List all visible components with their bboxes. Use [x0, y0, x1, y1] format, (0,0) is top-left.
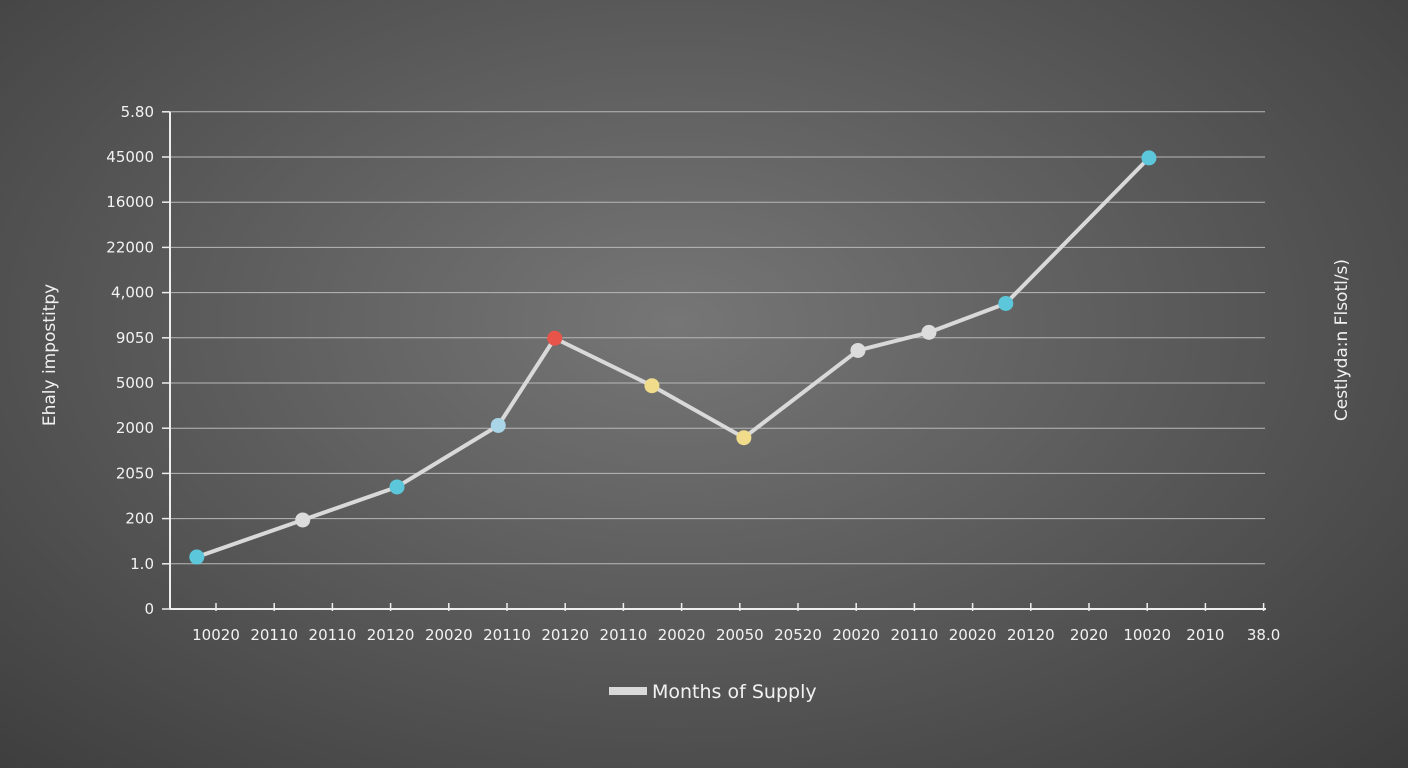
- data-point: [998, 295, 1014, 311]
- gridlines: [170, 111, 1265, 565]
- x-tick-label: 20110: [600, 626, 648, 644]
- y-axis-ticks: 0 1.0 200 2050 2000 5000 9050 4,000 22000 16000 45…: [106, 103, 170, 618]
- x-tick-label: 20110: [250, 626, 298, 644]
- data-point: [547, 330, 563, 346]
- x-tick-label: 20020: [832, 626, 880, 644]
- data-point: [490, 417, 506, 433]
- x-tick-label: 20120: [367, 626, 415, 644]
- series-line: [196, 156, 1151, 559]
- y-tick-label: 4,000: [111, 284, 154, 302]
- y-tick-label: 5.80: [121, 103, 154, 121]
- y-tick-label: 200: [125, 510, 154, 528]
- legend-swatch: [609, 687, 647, 695]
- data-point: [295, 512, 311, 528]
- y-tick-label: 22000: [106, 238, 154, 256]
- y-tick-label: 5000: [116, 374, 154, 392]
- data-point: [921, 324, 937, 340]
- x-tick-label: 10020: [192, 626, 240, 644]
- x-tick-label: 2020: [1070, 626, 1108, 644]
- data-point: [389, 479, 405, 495]
- data-point: [736, 430, 752, 446]
- x-tick-label: 20110: [483, 626, 531, 644]
- data-point: [1141, 150, 1157, 166]
- x-tick-label: 2010: [1186, 626, 1224, 644]
- x-tick-label: 20520: [774, 626, 822, 644]
- y-tick-label: 0: [144, 600, 154, 618]
- x-tick-label: 20020: [949, 626, 997, 644]
- legend: Months of Supply: [609, 681, 817, 703]
- y-tick-label: 2000: [116, 419, 154, 437]
- data-point: [850, 342, 866, 358]
- data-point: [189, 549, 205, 565]
- data-point: [644, 378, 660, 394]
- y-tick-label: 45000: [106, 148, 154, 166]
- x-axis-ticks: 10020 20110 20110 20120 20020 20110 20120 20110…: [192, 603, 1280, 644]
- legend-label: Months of Supply: [652, 681, 817, 703]
- y-axis-title-right: Cestlyda:n Flsotl/s): [1332, 259, 1352, 421]
- y-tick-label: 16000: [106, 193, 154, 211]
- x-tick-label: 20110: [891, 626, 939, 644]
- series-months-of-supply: [189, 150, 1157, 565]
- x-tick-label: 20020: [658, 626, 706, 644]
- y-tick-label: 2050: [116, 464, 154, 482]
- x-tick-label: 38.0: [1247, 626, 1280, 644]
- x-tick-label: 10020: [1123, 626, 1171, 644]
- x-tick-label: 20110: [309, 626, 357, 644]
- x-tick-label: 20120: [1007, 626, 1055, 644]
- y-tick-label: 9050: [116, 329, 154, 347]
- x-tick-label: 20050: [716, 626, 764, 644]
- x-tick-label: 20020: [425, 626, 473, 644]
- x-tick-label: 20120: [541, 626, 589, 644]
- y-tick-label: 1.0: [130, 555, 154, 573]
- y-axis-title: Ehaly impostitpy: [40, 284, 60, 426]
